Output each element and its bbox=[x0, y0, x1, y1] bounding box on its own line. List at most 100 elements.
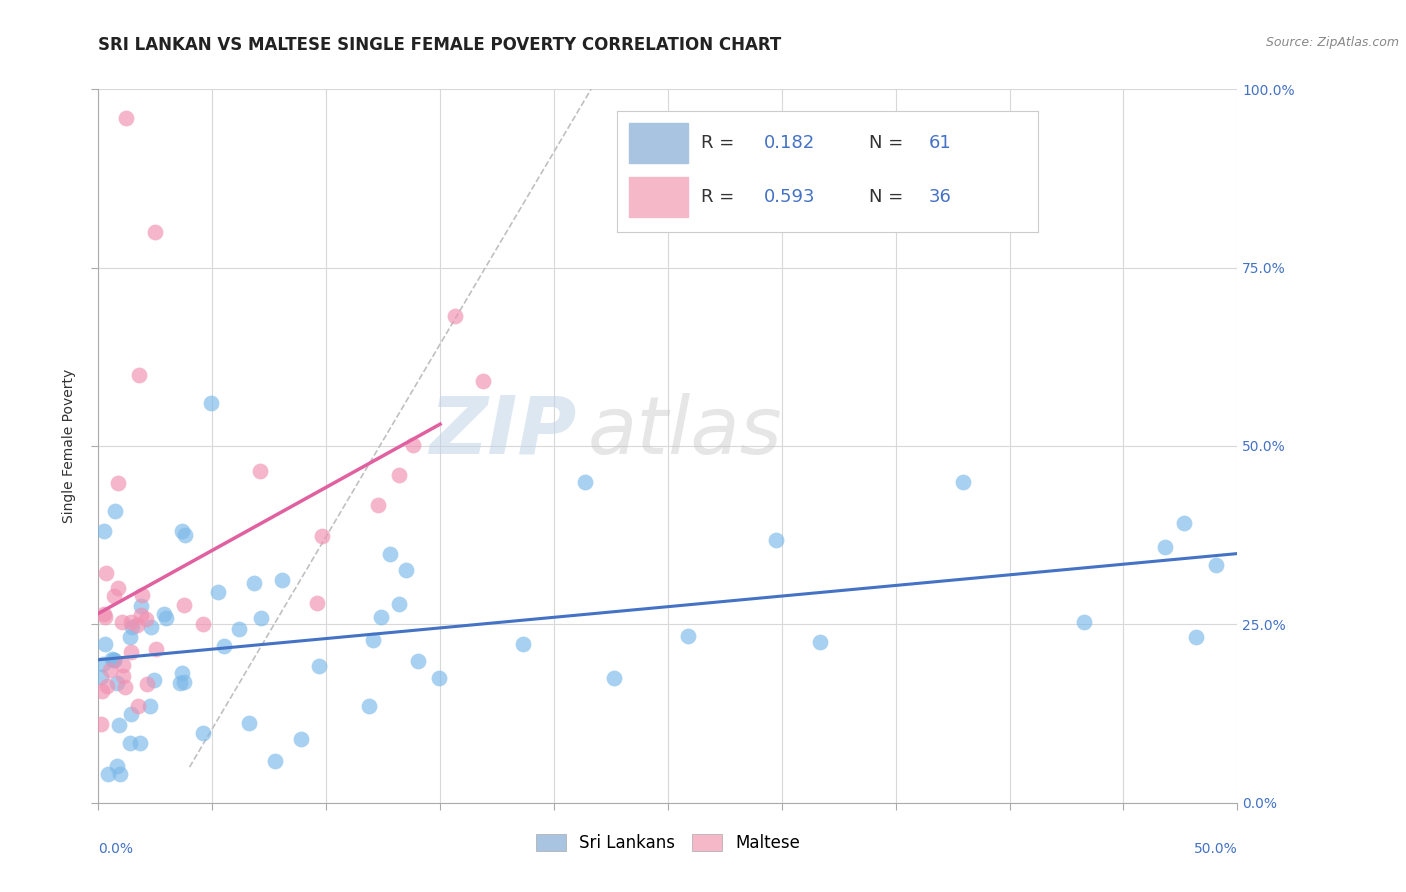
Point bbox=[170, 524, 193, 538]
Point bbox=[131, 588, 153, 602]
Point bbox=[228, 622, 250, 636]
Text: 61: 61 bbox=[928, 134, 952, 152]
Point bbox=[107, 582, 129, 596]
Point bbox=[135, 612, 157, 626]
Point bbox=[270, 573, 292, 587]
Point bbox=[243, 576, 266, 591]
Point bbox=[105, 759, 128, 773]
Point bbox=[96, 679, 118, 693]
Point bbox=[90, 670, 112, 684]
Point bbox=[107, 718, 129, 732]
Point bbox=[155, 611, 177, 625]
Point bbox=[98, 663, 121, 677]
Point bbox=[238, 716, 260, 731]
Point bbox=[118, 736, 141, 750]
Point bbox=[97, 767, 120, 781]
Point bbox=[107, 475, 129, 490]
Point bbox=[307, 596, 329, 610]
Text: ZIP: ZIP bbox=[429, 392, 576, 471]
Point bbox=[125, 618, 148, 632]
Point bbox=[111, 658, 134, 673]
Point bbox=[169, 675, 191, 690]
Point bbox=[114, 680, 136, 694]
Point bbox=[101, 652, 124, 666]
Point bbox=[200, 396, 222, 410]
Point bbox=[574, 475, 596, 489]
Point bbox=[142, 673, 165, 687]
Point bbox=[427, 671, 450, 685]
Point bbox=[103, 653, 125, 667]
Point bbox=[111, 669, 134, 683]
Point bbox=[290, 732, 312, 747]
Text: 0.0%: 0.0% bbox=[98, 842, 134, 856]
Point bbox=[111, 615, 134, 629]
Point bbox=[359, 698, 381, 713]
Point bbox=[104, 504, 127, 518]
Text: N =: N = bbox=[869, 134, 910, 152]
Point bbox=[264, 754, 287, 768]
Point bbox=[250, 611, 273, 625]
Point bbox=[1205, 558, 1227, 572]
Point bbox=[472, 374, 495, 388]
Point bbox=[108, 767, 131, 781]
Text: 36: 36 bbox=[928, 188, 952, 206]
Text: 0.593: 0.593 bbox=[763, 188, 815, 206]
Point bbox=[120, 615, 142, 629]
Point bbox=[136, 676, 159, 690]
Point bbox=[90, 717, 112, 731]
Text: 50.0%: 50.0% bbox=[1194, 842, 1237, 856]
FancyBboxPatch shape bbox=[630, 123, 688, 162]
Point bbox=[952, 475, 974, 489]
Point bbox=[127, 698, 149, 713]
Point bbox=[367, 499, 389, 513]
Point bbox=[193, 726, 215, 740]
Text: atlas: atlas bbox=[588, 392, 783, 471]
Point bbox=[370, 610, 392, 624]
Point bbox=[103, 653, 125, 667]
Point bbox=[121, 620, 143, 634]
Point bbox=[120, 645, 142, 659]
Text: Source: ZipAtlas.com: Source: ZipAtlas.com bbox=[1265, 36, 1399, 49]
Point bbox=[103, 590, 125, 604]
Point bbox=[114, 111, 136, 125]
Text: 0.182: 0.182 bbox=[763, 134, 815, 152]
FancyBboxPatch shape bbox=[630, 178, 688, 218]
Point bbox=[141, 620, 163, 634]
Point bbox=[603, 671, 626, 685]
Point bbox=[1185, 630, 1208, 644]
Point bbox=[512, 637, 534, 651]
Point bbox=[145, 642, 167, 657]
Point bbox=[1073, 615, 1095, 629]
Point bbox=[139, 699, 162, 714]
Point bbox=[1154, 540, 1177, 554]
Point bbox=[90, 684, 112, 698]
Point bbox=[129, 599, 152, 614]
Point bbox=[153, 607, 176, 621]
Point bbox=[145, 225, 167, 239]
Point bbox=[394, 563, 416, 577]
Point bbox=[249, 464, 271, 478]
Point bbox=[308, 658, 330, 673]
Point bbox=[129, 736, 152, 750]
Point bbox=[128, 368, 150, 382]
Point bbox=[378, 547, 401, 561]
Point bbox=[311, 528, 333, 542]
Text: R =: R = bbox=[700, 188, 740, 206]
Point bbox=[94, 566, 117, 581]
Point bbox=[388, 467, 411, 482]
Legend: Sri Lankans, Maltese: Sri Lankans, Maltese bbox=[529, 827, 807, 859]
Point bbox=[388, 597, 411, 611]
Y-axis label: Single Female Poverty: Single Female Poverty bbox=[62, 369, 76, 523]
Point bbox=[173, 528, 195, 542]
Point bbox=[118, 631, 141, 645]
Point bbox=[444, 309, 467, 323]
Point bbox=[808, 635, 831, 649]
Point bbox=[173, 599, 195, 613]
Text: SRI LANKAN VS MALTESE SINGLE FEMALE POVERTY CORRELATION CHART: SRI LANKAN VS MALTESE SINGLE FEMALE POVE… bbox=[98, 36, 782, 54]
Point bbox=[91, 657, 114, 672]
Point bbox=[406, 654, 429, 668]
Point bbox=[93, 524, 115, 538]
Point bbox=[676, 629, 699, 643]
Point bbox=[212, 639, 235, 653]
Point bbox=[121, 707, 143, 722]
